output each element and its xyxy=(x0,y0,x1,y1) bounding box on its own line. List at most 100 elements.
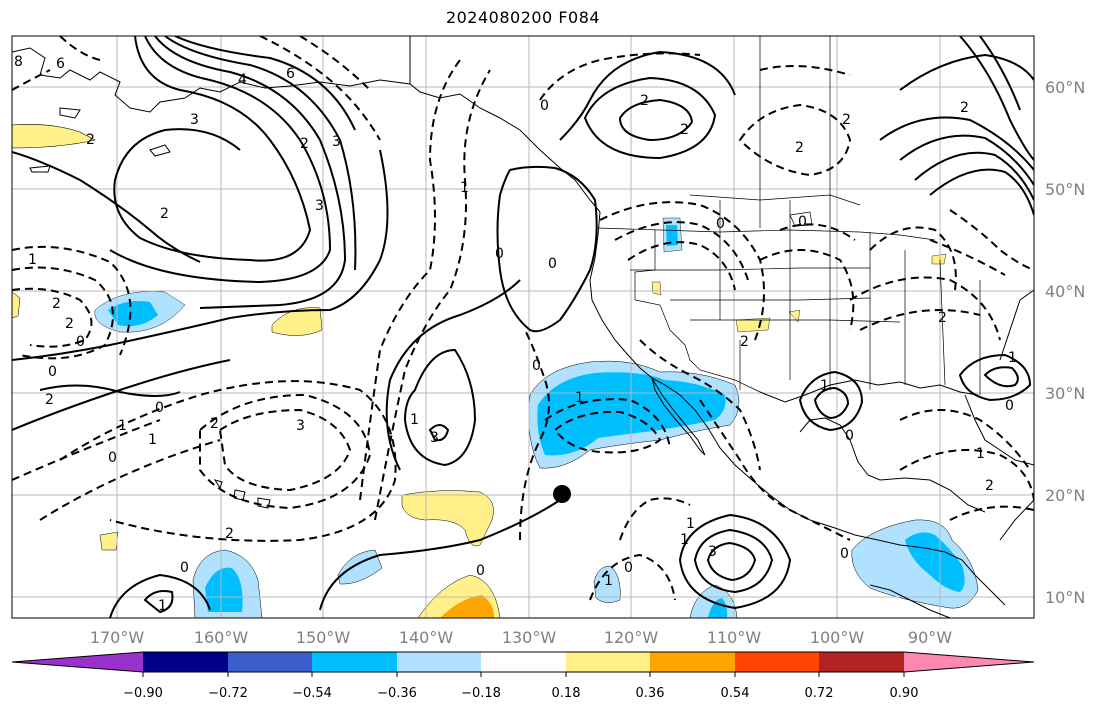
contour-label: 0 xyxy=(540,98,549,114)
lat-label: 20°N xyxy=(1045,486,1085,505)
colorbar-tick-label: 0.90 xyxy=(890,686,919,701)
contour-label: 2 xyxy=(45,392,54,408)
colorbar-ticks xyxy=(142,672,905,677)
colorbar-bin xyxy=(143,652,228,672)
map-frame xyxy=(11,35,1035,619)
contour-label: 0 xyxy=(798,214,807,230)
contour-label: 6 xyxy=(286,66,295,82)
map-title: 2024080200 F084 xyxy=(445,8,601,27)
contour-label: 1 xyxy=(158,598,167,614)
storm-position-dot xyxy=(553,485,571,503)
contour-label: 2 xyxy=(52,296,61,312)
contour-label: 0 xyxy=(532,358,541,374)
colorbar-tick-label: −0.90 xyxy=(123,686,163,701)
contour-label: 1 xyxy=(1008,350,1017,366)
contour-label: 3 xyxy=(708,544,717,560)
contour-label: 2 xyxy=(740,334,749,350)
contour-label: 1 xyxy=(148,432,157,448)
contour-label: 0 xyxy=(1005,398,1014,414)
lon-label: 100°W xyxy=(810,628,865,647)
contour-label: 0 xyxy=(624,560,633,576)
contour-label: 1 xyxy=(820,378,829,394)
lon-label: 170°W xyxy=(90,628,145,647)
contour-lines xyxy=(12,36,1034,618)
contour-label: 0 xyxy=(716,216,725,232)
contour-label: 2 xyxy=(842,112,851,128)
contour-label: 0 xyxy=(548,256,557,272)
contour-label: 0 xyxy=(845,428,854,444)
lon-label: 160°W xyxy=(194,628,249,647)
contour-label: 0 xyxy=(155,400,164,416)
colorbar-extend-max xyxy=(904,652,1034,672)
political-borders xyxy=(596,36,981,395)
contour-label: 1 xyxy=(686,516,695,532)
contour-label: 0 xyxy=(108,450,117,466)
shaded-field xyxy=(12,124,979,618)
colorbar-bin xyxy=(819,652,904,672)
contour-label: 0 xyxy=(840,546,849,562)
contour-label: 2 xyxy=(985,478,994,494)
contour-label: 2 xyxy=(938,310,947,326)
longitude-labels: 170°W 160°W 150°W 140°W 130°W 120°W 110°… xyxy=(90,628,952,647)
contour-label: 0 xyxy=(495,246,504,262)
colorbar-bin xyxy=(312,652,397,672)
colorbar-tick-label: −0.54 xyxy=(292,686,332,701)
contour-label: 1 xyxy=(575,390,584,406)
colorbar-bin xyxy=(397,652,481,672)
colorbar-tick-label: −0.18 xyxy=(461,686,501,701)
contour-label: 3 xyxy=(430,430,439,446)
contour-label: 2 xyxy=(210,416,219,432)
lat-label: 30°N xyxy=(1045,384,1085,403)
contour-label: 2 xyxy=(960,100,969,116)
colorbar: −0.90 −0.72 −0.54 −0.36 −0.18 0.18 0.36 … xyxy=(11,651,1035,701)
lon-label: 150°W xyxy=(296,628,351,647)
contour-label: 1 xyxy=(680,532,689,548)
colorbar-bin xyxy=(566,652,650,672)
colorbar-tick-label: −0.72 xyxy=(208,686,248,701)
contour-label: 4 xyxy=(238,72,247,88)
contour-label: 1 xyxy=(410,412,419,428)
contour-lines-dashed xyxy=(12,36,1034,601)
lat-label: 40°N xyxy=(1045,282,1085,301)
lon-label: 90°W xyxy=(908,628,952,647)
contour-label: 0 xyxy=(48,364,57,380)
contour-label: 6 xyxy=(56,56,65,72)
lon-label: 120°W xyxy=(604,628,659,647)
contour-label: 2 xyxy=(86,132,95,148)
contour-label: 0 xyxy=(76,334,85,350)
contour-label: 0 xyxy=(180,560,189,576)
lon-label: 130°W xyxy=(502,628,557,647)
colorbar-bin xyxy=(650,652,735,672)
colorbar-bin xyxy=(228,652,312,672)
lon-label: 140°W xyxy=(399,628,454,647)
colorbar-tick-label: 0.36 xyxy=(636,686,665,701)
contour-label: 2 xyxy=(160,206,169,222)
contour-label: 2 xyxy=(225,526,234,542)
lat-label: 10°N xyxy=(1045,588,1085,607)
contour-label: 2 xyxy=(300,136,309,152)
lat-label: 60°N xyxy=(1045,78,1085,97)
colorbar-tick-label: 0.54 xyxy=(721,686,750,701)
contour-label: 2 xyxy=(65,316,74,332)
contour-label: 3 xyxy=(315,198,324,214)
lon-label: 110°W xyxy=(707,628,762,647)
colorbar-tick-label: −0.36 xyxy=(377,686,417,701)
contour-label: 2 xyxy=(640,93,649,109)
colorbar-bin xyxy=(735,652,819,672)
colorbar-tick-label: 0.18 xyxy=(552,686,581,701)
contour-label: 0 xyxy=(476,563,485,579)
contour-label: 2 xyxy=(680,122,689,138)
contour-label: 2 xyxy=(795,140,804,156)
colorbar-tick-label: 0.72 xyxy=(805,686,834,701)
contour-labels: 8 6 4 6 3 2 2 3 3 3 2 0 2 2 2 0 2 0 2 1 … xyxy=(14,54,1017,614)
colorbar-extend-min xyxy=(12,652,143,672)
contour-label: 3 xyxy=(190,112,199,128)
colorbar-bin xyxy=(481,652,566,672)
contour-label: 1 xyxy=(118,418,127,434)
coastlines xyxy=(12,36,1034,618)
latitude-labels: 60°N 50°N 40°N 30°N 20°N 10°N xyxy=(1045,78,1085,607)
contour-label: 1 xyxy=(976,446,985,462)
lat-label: 50°N xyxy=(1045,180,1085,199)
contour-label: 1 xyxy=(604,573,613,589)
